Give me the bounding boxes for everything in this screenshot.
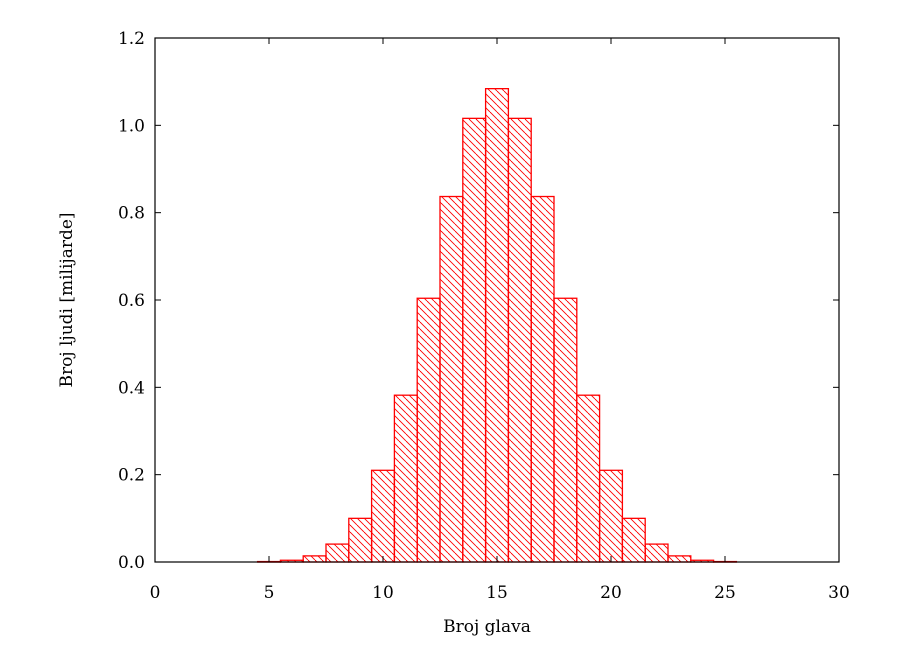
histogram-bar — [462, 117, 487, 563]
y-tick-label: 0.8 — [118, 204, 145, 224]
histogram-bar — [530, 195, 555, 563]
histogram-bar — [393, 394, 418, 563]
y-tick-label: 0.6 — [118, 291, 145, 311]
histogram-bar — [553, 297, 578, 563]
y-axis-ticks: 0.0 0.2 0.4 0.6 0.8 1.0 1.2 — [118, 29, 839, 573]
x-tick-label: 10 — [372, 583, 394, 603]
histogram-bar — [507, 117, 532, 563]
histogram-bar — [667, 555, 692, 563]
y-tick-label: 1.0 — [118, 116, 145, 136]
histogram-bar — [325, 543, 350, 563]
x-tick-label: 25 — [714, 583, 736, 603]
histogram-bar — [576, 394, 601, 563]
x-tick-label: 30 — [828, 583, 850, 603]
x-tick-label: 20 — [600, 583, 622, 603]
y-tick-label: 1.2 — [118, 29, 145, 49]
bars-group — [256, 88, 738, 563]
histogram-bar — [348, 517, 373, 563]
y-tick-label: 0.4 — [118, 378, 145, 398]
histogram-bar — [302, 555, 327, 563]
x-tick-label: 15 — [486, 583, 508, 603]
y-axis-label: Broj ljudi [milijarde] — [57, 212, 77, 387]
histogram-bar — [598, 469, 624, 563]
x-tick-label: 0 — [150, 583, 161, 603]
y-tick-label: 0.2 — [118, 466, 145, 486]
histogram-bar — [370, 469, 396, 563]
x-tick-label: 5 — [264, 583, 275, 603]
histogram-bar — [621, 517, 646, 563]
histogram-bar — [439, 195, 464, 563]
x-axis-label: Broj glava — [443, 617, 531, 637]
y-tick-label: 0.0 — [118, 553, 145, 573]
histogram-bar — [416, 297, 441, 563]
histogram-bar — [644, 543, 669, 563]
histogram-bar — [484, 88, 510, 563]
x-axis-ticks: 0 5 10 15 20 25 30 — [150, 38, 850, 603]
